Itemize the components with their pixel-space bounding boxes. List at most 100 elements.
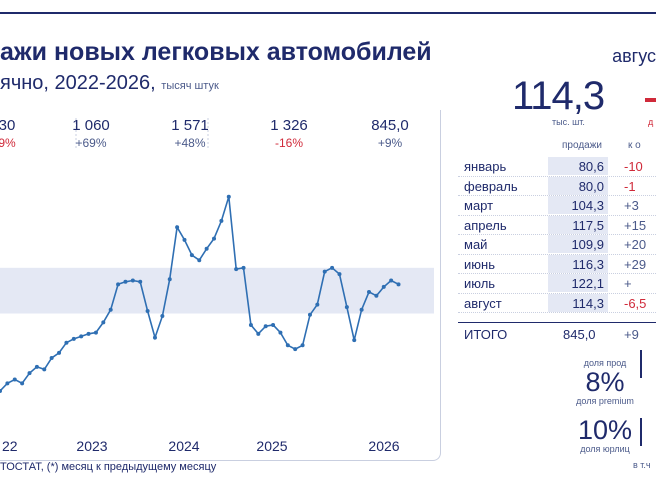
row-change: -1 xyxy=(624,178,636,194)
year-total-change: 9% xyxy=(0,136,16,150)
row-sales-cell: 114,3 xyxy=(548,293,608,312)
year-total-value: 1 571 xyxy=(171,117,209,134)
data-point xyxy=(79,334,84,339)
data-point xyxy=(322,269,327,274)
row-sales-cell: 122,1 xyxy=(548,274,608,292)
row-change: -6,5 xyxy=(624,295,647,311)
data-point xyxy=(226,194,231,199)
year-total-2025: 1 326 -16% xyxy=(254,117,324,150)
premium-share-label: доля premium xyxy=(576,396,634,406)
table-row: февраль 80,0 -1 xyxy=(458,176,656,196)
summary-change-unit: д xyxy=(648,117,654,127)
data-point xyxy=(138,279,143,284)
data-point xyxy=(27,371,32,376)
share-note: в т.ч xyxy=(633,460,651,470)
row-sales: 80,0 xyxy=(578,178,604,194)
corporate-share: 10% доля юрлиц xyxy=(550,416,656,454)
data-point xyxy=(219,218,224,223)
total-label: ИТОГО xyxy=(464,327,508,342)
data-point xyxy=(315,302,320,307)
year-totals: 30 9% 1 060 +69% 1 571 +48% 1 326 -16% 8… xyxy=(0,117,440,153)
corporate-share-value: 10% xyxy=(577,415,633,445)
col-header-sales: продажи xyxy=(562,140,602,151)
data-point xyxy=(0,388,2,393)
data-point xyxy=(57,350,62,355)
chart-grid xyxy=(75,118,209,150)
row-month: июль xyxy=(464,276,496,291)
year-total-value: 845,0 xyxy=(371,117,409,134)
row-sales: 109,9 xyxy=(571,237,604,252)
summary-change-mark xyxy=(645,98,656,102)
data-point xyxy=(234,267,239,272)
data-point xyxy=(389,278,394,283)
subtitle-period: ячно, 2022-2026, xyxy=(0,72,156,94)
year-total-change: +48% xyxy=(174,136,206,150)
share-marker xyxy=(640,418,642,446)
data-point xyxy=(116,282,121,287)
row-sales-cell: 116,3 xyxy=(548,254,608,273)
data-point xyxy=(130,278,135,283)
row-change: +15 xyxy=(624,217,647,233)
row-month: май xyxy=(464,237,488,252)
year-total-change: +9% xyxy=(377,136,403,150)
share-marker xyxy=(640,350,642,378)
row-month: март xyxy=(464,198,494,213)
row-sales-cell: 80,6 xyxy=(548,157,608,175)
corporate-share-label: доля юрлиц xyxy=(580,444,630,454)
row-month: февраль xyxy=(464,178,518,194)
data-point xyxy=(34,364,39,369)
data-point xyxy=(86,331,91,336)
data-point xyxy=(367,289,371,294)
table-row: май 109,9 +20 xyxy=(458,235,656,255)
share-top-label: доля прод xyxy=(583,358,627,368)
year-total-change: -16% xyxy=(274,136,303,150)
row-change: +20 xyxy=(624,237,647,252)
data-point xyxy=(5,381,10,386)
data-point xyxy=(212,236,217,241)
row-sales-cell: 104,3 xyxy=(548,196,608,214)
row-month: июнь xyxy=(464,256,495,272)
summary-month: авгус xyxy=(612,46,656,66)
x-tick-label: 2025 xyxy=(256,438,287,454)
premium-share: доля прод 8% доля premium xyxy=(550,358,656,406)
data-point xyxy=(293,347,298,352)
data-point xyxy=(167,277,172,282)
table-row: июль 122,1 + xyxy=(458,274,656,294)
row-change: +29 xyxy=(624,256,647,272)
year-total-change: +69% xyxy=(75,136,107,150)
row-sales: 114,3 xyxy=(572,295,604,311)
data-point xyxy=(396,282,401,287)
x-tick-label: 22 xyxy=(2,438,18,454)
col-header-change: к о xyxy=(628,140,641,151)
x-tick-label: 2023 xyxy=(76,438,107,454)
year-total-2023: 1 060 +69% xyxy=(56,117,126,150)
year-total-value: 1 060 xyxy=(72,117,110,134)
data-point xyxy=(42,367,47,372)
row-sales: 117,5 xyxy=(572,217,604,233)
sales-points xyxy=(0,194,401,393)
premium-share-value: 8% xyxy=(585,367,625,397)
data-point xyxy=(374,293,379,298)
data-point xyxy=(271,322,276,327)
table-row: апрель 117,5 +15 xyxy=(458,215,656,235)
row-sales: 116,3 xyxy=(572,256,604,272)
row-month: август xyxy=(464,295,502,311)
source-note: ТОСТАТ, (*) месяц к предыдущему месяцу xyxy=(0,461,217,473)
data-point xyxy=(344,305,349,310)
data-point xyxy=(278,330,283,335)
row-change: +3 xyxy=(624,198,639,213)
data-point xyxy=(330,265,335,270)
table-row: июнь 116,3 +29 xyxy=(458,254,656,274)
year-total-2024: 1 571 +48% xyxy=(155,117,225,150)
year-total-2026: 845,0 +9% xyxy=(355,117,425,150)
year-total-value: 1 326 xyxy=(270,117,308,134)
data-point xyxy=(12,377,17,382)
row-change: -10 xyxy=(624,159,643,174)
row-change: + xyxy=(624,276,632,291)
x-tick-label: 2026 xyxy=(368,438,399,454)
data-point xyxy=(93,330,98,335)
year-total-2022: 30 9% xyxy=(0,117,42,150)
data-point xyxy=(182,237,187,242)
data-point xyxy=(307,312,312,317)
row-sales-cell: 109,9 xyxy=(548,235,608,253)
